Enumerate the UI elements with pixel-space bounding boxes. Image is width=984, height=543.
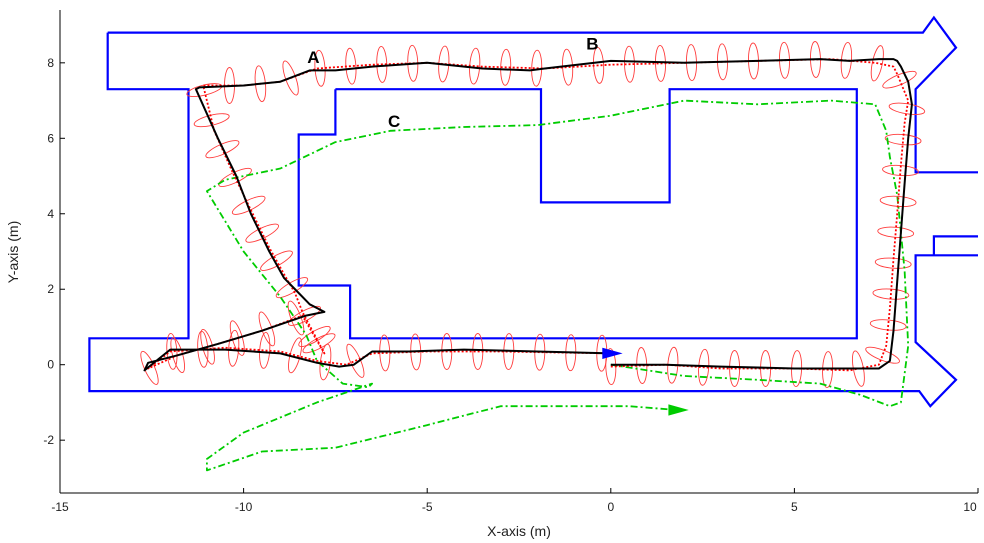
uncertainty-ellipse-layer (140, 41, 926, 389)
annotation-label-c: C (388, 112, 400, 131)
outer-wall-lower (88, 32, 978, 408)
annotation-layer: A B C (307, 35, 598, 131)
y-tick-label: 0 (47, 358, 54, 372)
y-tick-label: 4 (47, 207, 54, 221)
end-arrow-marker (602, 347, 623, 360)
uncertainty-ellipse (140, 350, 159, 385)
y-tick-label: 2 (47, 282, 54, 296)
y-tick-label: -2 (43, 433, 54, 447)
series-line-dotted (147, 58, 910, 372)
y-axis-title: Y-axis (m) (5, 221, 21, 284)
y-tick-label: 6 (47, 131, 54, 145)
series-layer (143, 58, 913, 472)
end-marker-layer (602, 347, 689, 416)
side-door (932, 235, 978, 256)
walls-layer (88, 15, 978, 408)
series-line-solid (143, 58, 913, 372)
x-tick-label: -15 (51, 500, 69, 514)
uncertainty-ellipse (275, 277, 309, 299)
tick-layer: -15 -10 -5 0 5 10 -2 0 2 4 6 8 (43, 56, 979, 514)
uncertainty-ellipse (231, 195, 266, 215)
uncertainty-ellipse (186, 83, 223, 98)
inner-wall (297, 88, 858, 340)
x-axis-title: X-axis (m) (487, 523, 551, 539)
axes-layer (59, 10, 978, 494)
uncertainty-ellipse (877, 226, 915, 238)
x-tick-label: 10 (963, 500, 977, 514)
uncertainty-ellipse (379, 334, 391, 372)
annotation-label-b: B (586, 35, 598, 54)
series-line-dashdot (206, 99, 910, 472)
uncertainty-ellipse (865, 346, 900, 364)
x-tick-label: -5 (422, 500, 433, 514)
outer-wall (107, 15, 978, 174)
x-tick-label: -10 (235, 500, 253, 514)
x-tick-label: 0 (607, 500, 614, 514)
uncertainty-ellipse (259, 331, 271, 369)
y-tick-label: 8 (47, 56, 54, 70)
x-tick-label: 5 (791, 500, 798, 514)
annotation-label-a: A (307, 48, 319, 67)
end-arrow-marker (668, 404, 689, 416)
